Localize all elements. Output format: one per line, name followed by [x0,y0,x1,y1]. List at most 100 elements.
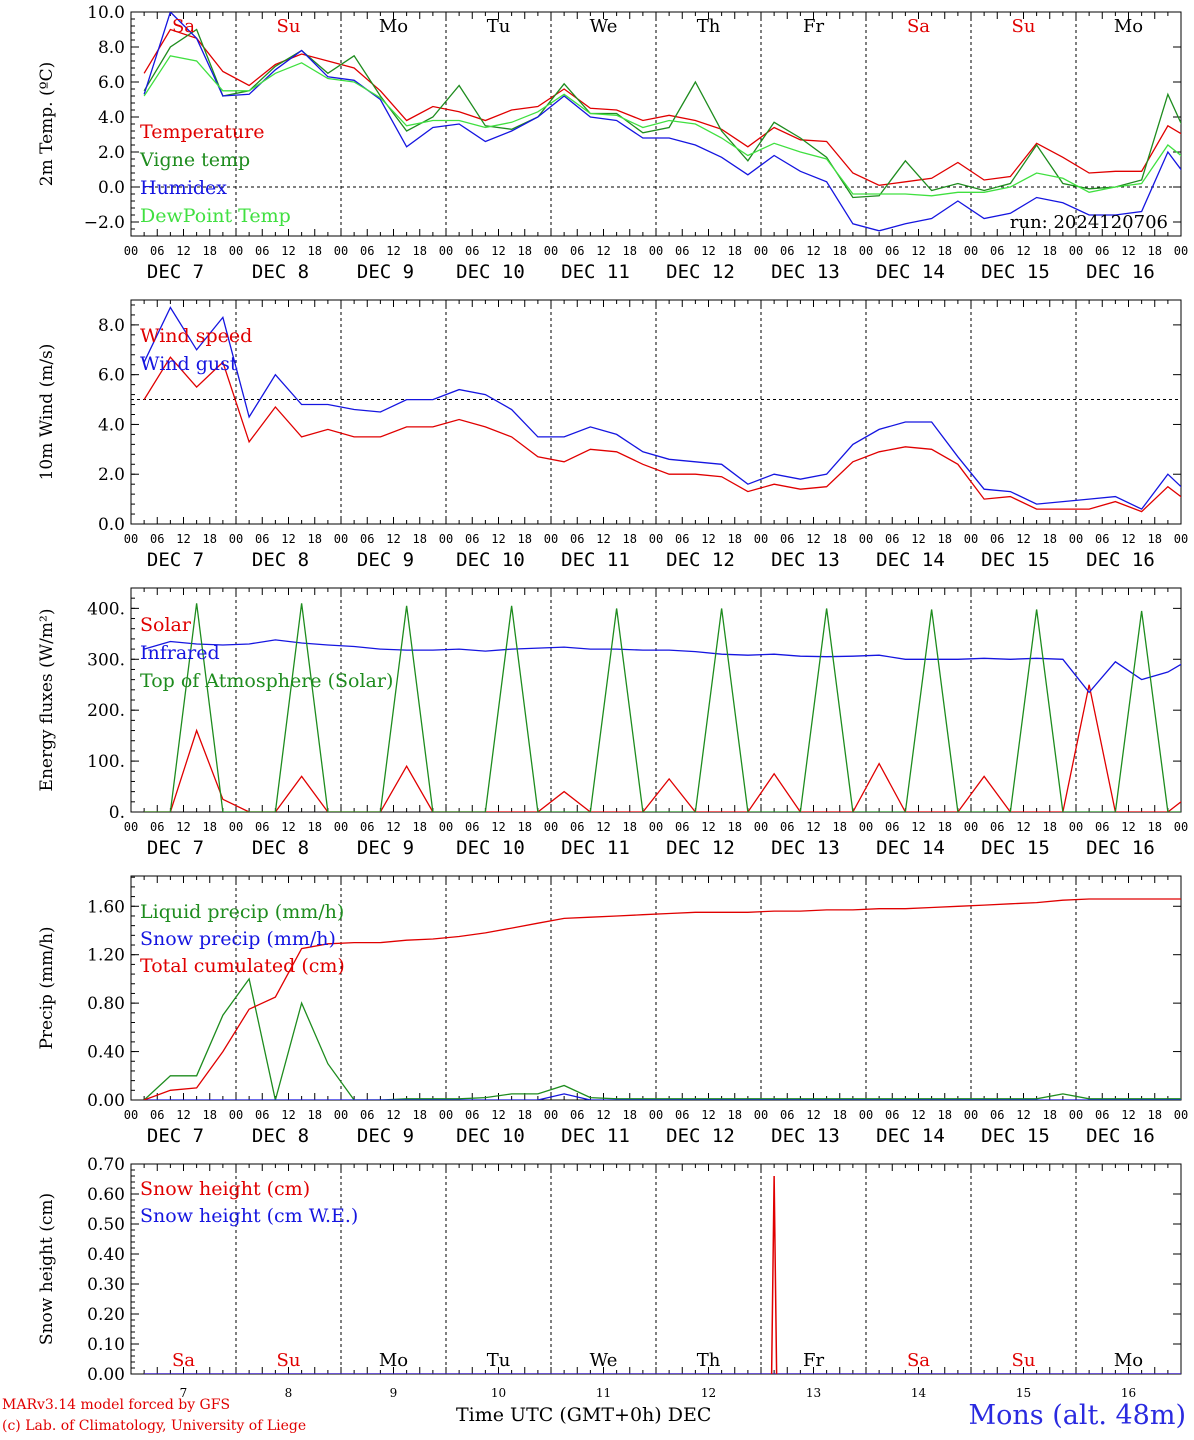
hour-tick-label: 12 [386,820,400,834]
legend-entry: Snow height (cm W.E.) [140,1205,358,1227]
hour-tick-label: 12 [281,244,295,258]
date-label: DEC 11 [561,261,630,283]
date-label: DEC 9 [357,837,414,859]
hour-tick-label: 12 [281,1108,295,1122]
date-label: DEC 8 [252,837,309,859]
hour-tick-label: 06 [780,1108,794,1122]
hour-tick-label: 18 [1148,244,1162,258]
hour-tick-label: 18 [1043,532,1057,546]
hour-tick-label: 00 [754,244,768,258]
panel-3: 400. 300. 200. 100. 0. Energy fluxes (W/m²) So… [37,587,1188,859]
hour-tick-label: 18 [833,1108,847,1122]
hour-tick-label: 00 [754,820,768,834]
y-tick-label: 4.0 [98,415,125,435]
hour-tick-label: 06 [150,1108,164,1122]
hour-tick-label: 12 [701,820,715,834]
hour-tick-label: 00 [1069,1108,1083,1122]
hour-tick-label: 06 [780,244,794,258]
legend-entry: Top of Atmosphere (Solar) [140,670,393,692]
hour-tick-label: 18 [1148,1108,1162,1122]
hour-tick-label: 06 [150,820,164,834]
y-tick-label: 0.10 [87,1335,125,1355]
series-line-blue [143,306,1181,510]
date-label: DEC 7 [147,261,204,283]
legend-entry: Snow height (cm) [140,1178,310,1200]
legend-entry: Total cumulated (cm) [140,955,345,977]
hour-tick-label: 18 [728,1108,742,1122]
hour-tick-label: 06 [780,820,794,834]
y-tick-label: 8.0 [98,316,125,336]
day-name-label: Th [697,1350,721,1371]
hour-tick-label: 18 [938,244,952,258]
date-label: DEC 15 [981,549,1050,571]
day-name-label: Fr [803,1350,824,1371]
plot-frame [130,299,1182,525]
series-line-green [144,603,1181,812]
hour-tick-label: 06 [990,1108,1004,1122]
hour-tick-label: 12 [806,532,820,546]
day-name-label: Sa [172,1350,195,1371]
hour-tick-label: 18 [203,1108,217,1122]
y-tick-label: 0.60 [87,1185,125,1205]
hour-tick-label: 00 [229,820,243,834]
date-label: DEC 13 [771,261,840,283]
date-label: DEC 14 [876,549,945,571]
hour-tick-label: 18 [623,1108,637,1122]
hour-tick-label: 00 [229,532,243,546]
hour-tick-label: 06 [1095,1108,1109,1122]
hour-tick-label: 18 [518,244,532,258]
hour-tick-label: 00 [964,532,978,546]
hour-tick-label: 00 [334,820,348,834]
hour-tick-label: 00 [964,1108,978,1122]
y-tick-label: 400. [87,599,125,619]
hour-tick-label: 12 [701,244,715,258]
day-number-label: 14 [911,1386,927,1400]
series-line-red [143,898,1181,1100]
hour-tick-label: 00 [649,532,663,546]
y-axis-title: Energy fluxes (W/m²) [37,609,57,792]
hour-tick-label: 18 [833,244,847,258]
hour-tick-label: 06 [675,820,689,834]
hour-tick-label: 06 [255,532,269,546]
hour-tick-label: 12 [596,532,610,546]
hour-tick-label: 00 [334,1108,348,1122]
y-tick-label: 0.50 [87,1215,125,1235]
date-label: DEC 9 [357,1125,414,1147]
day-name-label: Su [1012,1350,1036,1371]
hour-tick-label: 12 [1016,532,1030,546]
legend-entry: DewPoint Temp [140,205,291,227]
date-label: DEC 12 [666,837,735,859]
day-name-label: We [590,16,618,37]
hour-tick-label: 06 [675,532,689,546]
hour-tick-label: 06 [1095,244,1109,258]
date-label: DEC 13 [771,549,840,571]
series-line-red [144,684,1181,812]
series-line-green [143,28,1181,199]
y-tick-label: 1.60 [87,897,125,917]
series-line-red [143,356,1181,513]
day-name-label: Tu [487,1350,511,1371]
y-axis-title: 2m Temp. (ºC) [37,62,57,187]
hour-tick-label: 06 [570,532,584,546]
hour-tick-label: 00 [754,532,768,546]
y-tick-label: 300. [87,650,125,670]
run-label: run: 2024120706 [1010,212,1168,233]
hour-tick-label: 18 [623,820,637,834]
hour-tick-label: 00 [439,1108,453,1122]
day-name-label: Sa [172,16,195,37]
date-label: DEC 10 [456,837,525,859]
hour-tick-label: 00 [754,1108,768,1122]
hour-tick-label: 06 [360,1108,374,1122]
hour-tick-label: 06 [885,1108,899,1122]
series-line-blue [143,12,1181,232]
hour-tick-label: 00 [439,820,453,834]
day-number-label: 8 [285,1386,293,1400]
legend-entry: Liquid precip (mm/h) [140,901,344,923]
y-axis-title: 10m Wind (m/s) [37,344,57,481]
hour-tick-label: 00 [544,532,558,546]
day-name-label: Mo [379,16,408,37]
panel-4: 1.60 1.20 0.80 0.40 0.00 Precip (mm/h) Liquid … [37,875,1188,1147]
hour-tick-label: 12 [176,820,190,834]
hour-tick-label: 12 [596,244,610,258]
